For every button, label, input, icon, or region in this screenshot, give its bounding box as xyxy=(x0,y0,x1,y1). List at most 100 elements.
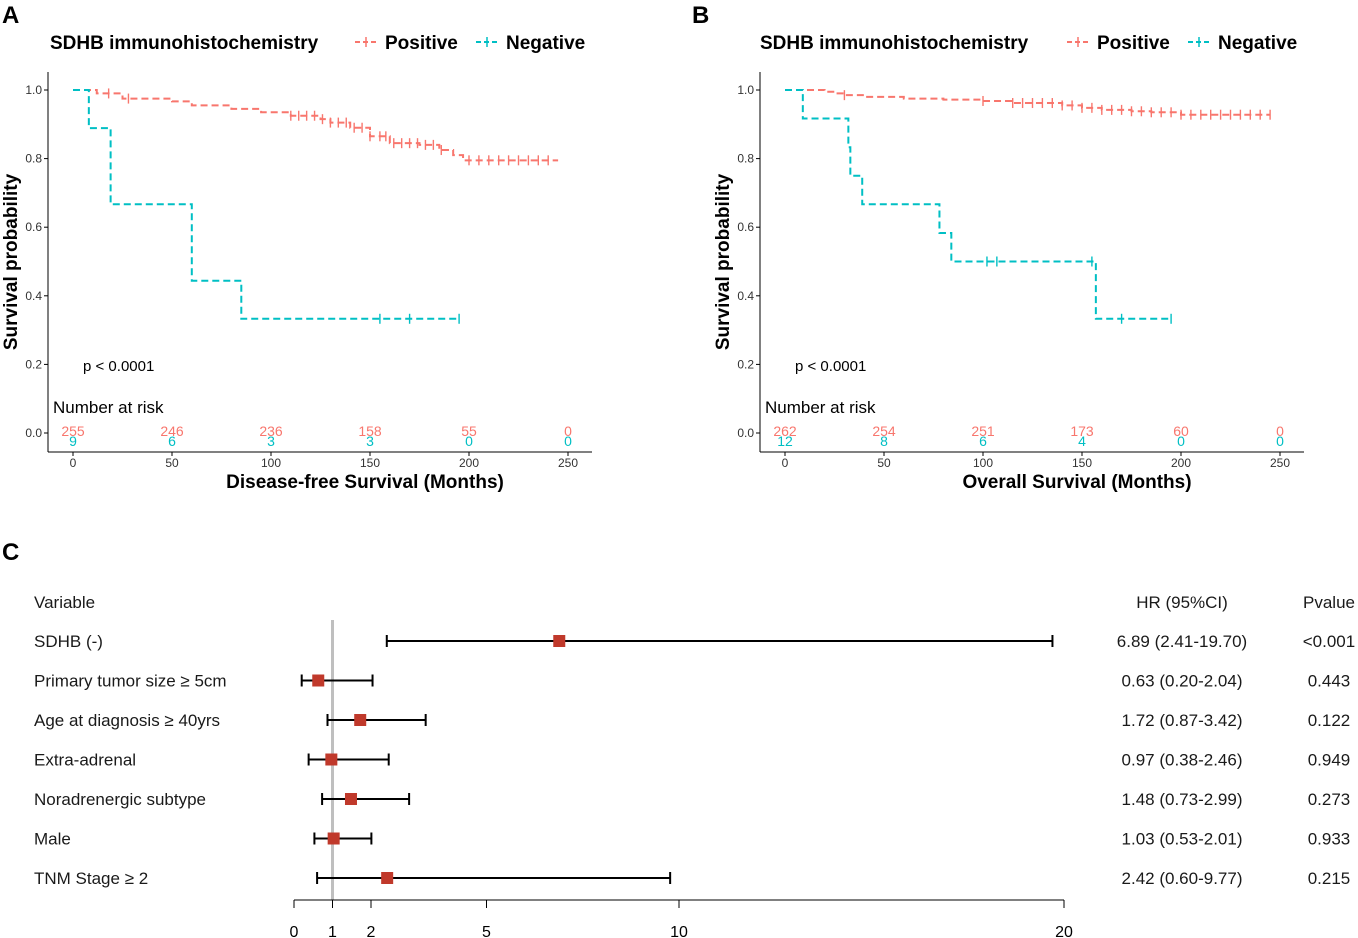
pvalue-b: p < 0.0001 xyxy=(795,358,866,375)
forest-hr-marker xyxy=(327,832,340,845)
x-tick-label: 200 xyxy=(459,456,479,470)
forest-hr-text: 1.48 (0.73-2.99) xyxy=(1122,790,1243,809)
x-tick-label: 0 xyxy=(782,456,789,470)
x-tick-label: 50 xyxy=(165,456,179,470)
risk-count-negative: 8 xyxy=(880,433,888,449)
forest-header-pvalue: Pvalue xyxy=(1303,593,1355,612)
x-tick-label: 100 xyxy=(973,456,993,470)
risk-count-negative: 3 xyxy=(366,433,374,449)
x-tick-label: 50 xyxy=(877,456,891,470)
x-tick-label: 0 xyxy=(70,456,77,470)
x-tick-label: 250 xyxy=(558,456,578,470)
legend-negative-label-b: Negative xyxy=(1218,33,1297,54)
risk-count-negative: 9 xyxy=(69,433,77,449)
forest-row: Male 1.03 (0.53-2.01) 0.933 xyxy=(34,830,1350,849)
y-axis-title-a: Survival probability xyxy=(1,173,22,350)
forest-row-label: Extra-adrenal xyxy=(34,751,136,770)
forest-row: Age at diagnosis ≥ 40yrs 1.72 (0.87-3.42)… xyxy=(34,711,1350,730)
forest-x-tick-label: 2 xyxy=(367,924,376,938)
forest-row-label: SDHB (-) xyxy=(34,632,103,651)
y-tick-label: 0.8 xyxy=(25,152,42,166)
risk-count-negative: 0 xyxy=(564,433,572,449)
forest-row: Extra-adrenal 0.97 (0.38-2.46) 0.949 xyxy=(34,751,1350,770)
forest-hr-text: 0.97 (0.38-2.46) xyxy=(1122,751,1243,770)
forest-pvalue-text: 0.443 xyxy=(1308,672,1351,691)
risk-title-a: Number at risk xyxy=(53,398,164,417)
y-tick-label: 0.6 xyxy=(25,220,42,234)
forest-row-label: Noradrenergic subtype xyxy=(34,790,206,809)
y-axis-title-b: Survival probability xyxy=(713,173,734,350)
legend-negative-swatch xyxy=(1188,37,1210,47)
forest-row: Primary tumor size ≥ 5cm 0.63 (0.20-2.04)… xyxy=(34,672,1350,691)
legend-title-a: SDHB immunohistochemistry xyxy=(50,33,319,54)
chart-marks: 0.00.20.40.60.81.00 50 100 150 200 2502559246… xyxy=(25,37,1355,938)
panel-letter-c: C xyxy=(2,539,19,566)
forest-row: TNM Stage ≥ 2 2.42 (0.60-9.77) 0.215 xyxy=(34,869,1350,888)
panel-a: A SDHB immunohistochemistry Positive Neg… xyxy=(1,2,585,493)
forest-hr-marker xyxy=(354,714,367,726)
forest-hr-marker xyxy=(344,793,357,805)
legend-negative-label-a: Negative xyxy=(506,33,585,54)
forest-x-tick-label: 1 xyxy=(328,924,337,938)
km-curve-negative xyxy=(73,89,460,320)
forest-pvalue-text: 0.933 xyxy=(1308,830,1351,849)
y-tick-label: 1.0 xyxy=(25,83,42,97)
y-tick-label: 0.0 xyxy=(737,426,754,440)
forest-header-variable: Variable xyxy=(34,593,95,612)
forest-hr-text: 2.42 (0.60-9.77) xyxy=(1122,869,1243,888)
panel-letter-a: A xyxy=(2,2,19,29)
forest-row-label: Male xyxy=(34,830,71,849)
x-tick-label: 150 xyxy=(1072,456,1092,470)
forest-pvalue-text: 0.215 xyxy=(1308,869,1351,888)
forest-hr-text: 1.03 (0.53-2.01) xyxy=(1122,830,1243,849)
legend-positive-label-b: Positive xyxy=(1097,33,1170,54)
forest-row-label: Primary tumor size ≥ 5cm xyxy=(34,672,227,691)
y-tick-label: 0.0 xyxy=(25,426,42,440)
forest-hr-text: 1.72 (0.87-3.42) xyxy=(1122,711,1243,730)
risk-count-negative: 4 xyxy=(1078,433,1086,449)
y-tick-label: 0.4 xyxy=(25,289,42,303)
risk-title-b: Number at risk xyxy=(765,398,876,417)
forest-x-tick-label: 20 xyxy=(1055,924,1073,938)
forest-row-label: TNM Stage ≥ 2 xyxy=(34,869,148,888)
risk-count-negative: 12 xyxy=(777,433,793,449)
risk-count-negative: 0 xyxy=(1177,433,1185,449)
risk-count-positive: 173 xyxy=(1070,423,1094,439)
forest-pvalue-text: 0.949 xyxy=(1308,751,1351,770)
forest-plot: 0 1 2 5 10 20 SDHB (-) 6.89 (2.41-19.70) <0.001 P… xyxy=(34,620,1355,938)
risk-count-positive: 246 xyxy=(160,423,184,439)
risk-count-positive: 0 xyxy=(564,423,572,439)
x-axis-title-b: Overall Survival (Months) xyxy=(962,472,1191,493)
forest-x-tick-label: 5 xyxy=(482,924,491,938)
forest-hr-marker xyxy=(553,635,566,647)
risk-count-negative: 3 xyxy=(267,433,275,449)
x-tick-label: 200 xyxy=(1171,456,1191,470)
risk-count-negative: 6 xyxy=(168,433,176,449)
forest-pvalue-text: 0.122 xyxy=(1308,711,1351,730)
risk-count-positive: 60 xyxy=(1173,423,1189,439)
y-tick-label: 0.8 xyxy=(737,152,754,166)
x-tick-label: 250 xyxy=(1270,456,1290,470)
km-curve-negative xyxy=(785,89,1172,320)
legend-positive-label-a: Positive xyxy=(385,33,458,54)
y-tick-label: 0.2 xyxy=(737,357,754,371)
y-tick-label: 0.6 xyxy=(737,220,754,234)
x-tick-label: 150 xyxy=(360,456,380,470)
forest-hr-text: 6.89 (2.41-19.70) xyxy=(1117,632,1247,651)
x-tick-label: 100 xyxy=(261,456,281,470)
risk-count-negative: 0 xyxy=(1276,433,1284,449)
pvalue-a: p < 0.0001 xyxy=(83,358,154,375)
forest-hr-marker xyxy=(381,872,394,884)
forest-hr-text: 0.63 (0.20-2.04) xyxy=(1122,672,1243,691)
x-axis-title-a: Disease-free Survival (Months) xyxy=(226,472,504,493)
risk-count-positive: 158 xyxy=(358,423,382,439)
forest-x-tick-label: 10 xyxy=(670,924,688,938)
legend-title-b: SDHB immunohistochemistry xyxy=(760,33,1029,54)
risk-count-negative: 0 xyxy=(465,433,473,449)
y-tick-label: 0.2 xyxy=(25,357,42,371)
panel-b: B SDHB immunohistochemistry Positive Neg… xyxy=(692,2,1297,493)
legend-positive-swatch xyxy=(1067,37,1089,47)
